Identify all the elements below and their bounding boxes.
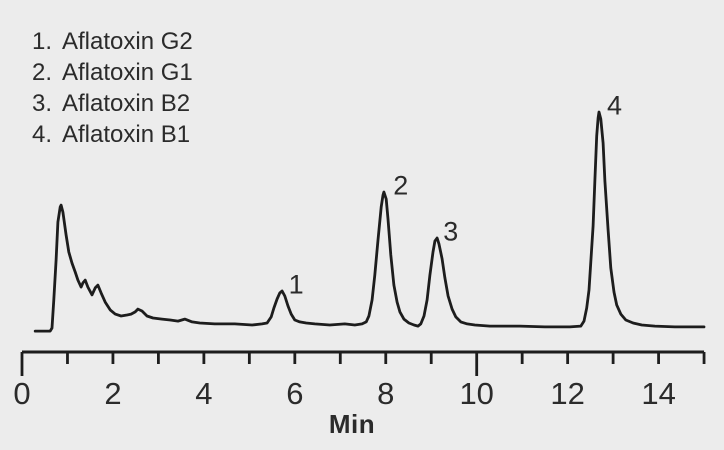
- legend-item: 4. Aflatoxin B1: [32, 119, 193, 150]
- chromatogram-trace: [33, 110, 706, 333]
- axis-tick-label: 12: [550, 376, 585, 411]
- legend-item-name: Aflatoxin G2: [62, 28, 193, 55]
- axis-tick-label: 0: [13, 376, 31, 411]
- legend-item-number: 1.: [32, 28, 53, 55]
- legend-item-name: Aflatoxin G1: [62, 59, 193, 86]
- time-axis: [20, 350, 706, 376]
- peak-label-1: 1: [288, 269, 304, 300]
- axis-tick-label: 6: [286, 376, 304, 411]
- legend-item: 1. Aflatoxin G2: [32, 26, 193, 57]
- axis-tick-label: 4: [195, 376, 213, 411]
- legend-item-name: Aflatoxin B2: [62, 90, 191, 117]
- axis-tick-label: 10: [459, 376, 494, 411]
- peak-legend: 1. Aflatoxin G2 2. Aflatoxin G1 3. Aflat…: [32, 26, 193, 150]
- legend-item-number: 4.: [32, 121, 53, 148]
- legend-item: 3. Aflatoxin B2: [32, 88, 193, 119]
- legend-item: 2. Aflatoxin G1: [32, 57, 193, 88]
- legend-item-number: 3.: [32, 90, 53, 117]
- legend-item-name: Aflatoxin B1: [62, 121, 191, 148]
- peak-label-3: 3: [443, 216, 459, 247]
- peak-label-4: 4: [606, 90, 622, 121]
- legend-item-number: 2.: [32, 59, 53, 86]
- axis-tick-label: 14: [641, 376, 676, 411]
- axis-tick-label: 2: [104, 376, 122, 411]
- peak-label-2: 2: [393, 170, 409, 201]
- axis-title-min: Min: [328, 409, 376, 439]
- axis-tick-label: 8: [377, 376, 395, 411]
